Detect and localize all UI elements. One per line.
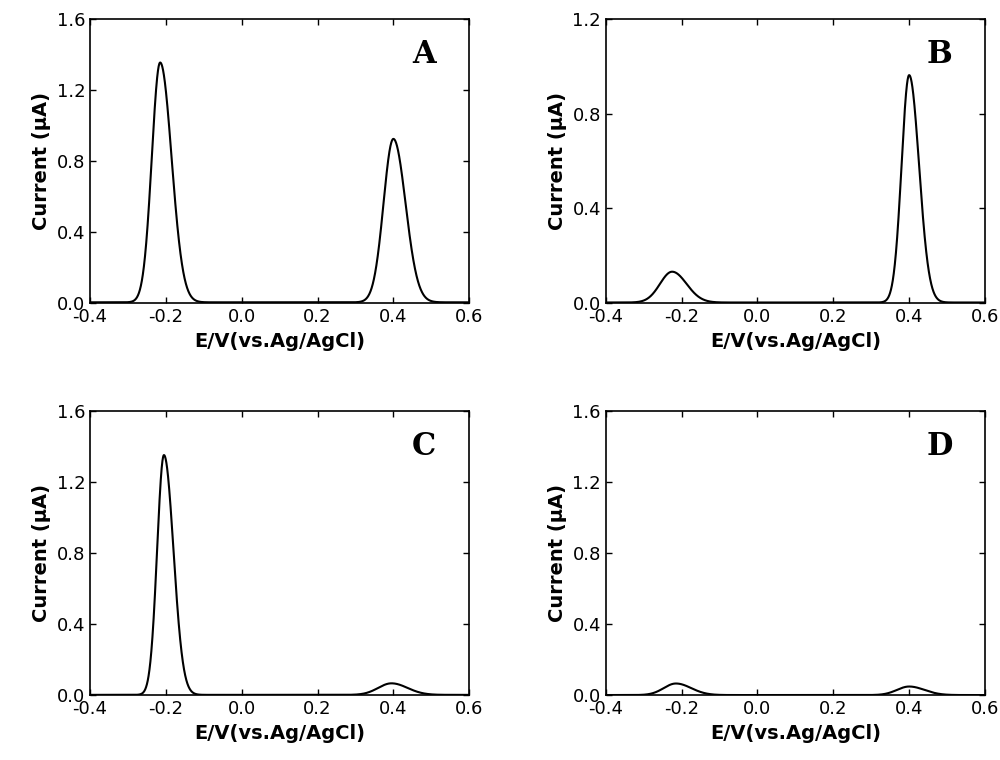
Text: C: C (412, 431, 436, 462)
X-axis label: E/V(vs.Ag/AgCl): E/V(vs.Ag/AgCl) (194, 331, 365, 350)
X-axis label: E/V(vs.Ag/AgCl): E/V(vs.Ag/AgCl) (710, 331, 881, 350)
Y-axis label: Current (μA): Current (μA) (32, 92, 51, 230)
Y-axis label: Current (μA): Current (μA) (548, 92, 567, 230)
Y-axis label: Current (μA): Current (μA) (32, 484, 51, 622)
Text: A: A (412, 39, 436, 70)
Text: D: D (926, 431, 953, 462)
X-axis label: E/V(vs.Ag/AgCl): E/V(vs.Ag/AgCl) (710, 724, 881, 743)
X-axis label: E/V(vs.Ag/AgCl): E/V(vs.Ag/AgCl) (194, 724, 365, 743)
Y-axis label: Current (μA): Current (μA) (548, 484, 567, 622)
Text: B: B (927, 39, 952, 70)
